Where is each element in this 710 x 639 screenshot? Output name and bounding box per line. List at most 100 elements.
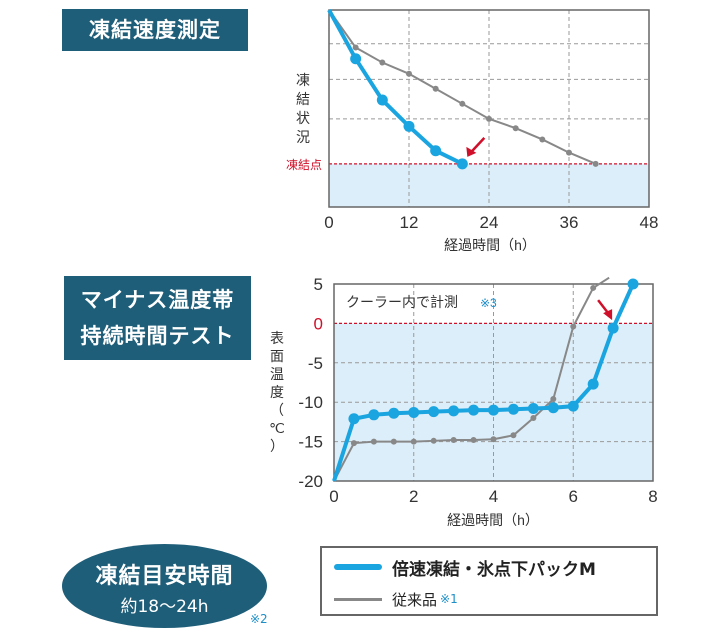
- c2-product-point: [468, 404, 480, 416]
- c2-conventional-point: [510, 432, 517, 439]
- c1-threshold-label: 凍結点: [286, 158, 322, 172]
- c2-product-point: [388, 407, 400, 419]
- c1-conventional-point: [459, 100, 466, 107]
- c1-product-point: [456, 158, 468, 170]
- c2-product-point: [448, 405, 460, 417]
- c2-annotation-note: ※3: [480, 296, 497, 310]
- c1-product-point: [403, 120, 415, 132]
- legend-conventional-swatch: [334, 597, 382, 601]
- section2-title-line1: マイナス温度帯: [80, 288, 235, 312]
- c2-ytick-label: -15: [298, 433, 323, 452]
- c2-conventional-point: [590, 284, 597, 291]
- c2-product-point: [428, 406, 440, 418]
- c1-series-conventional-line: [328, 9, 597, 165]
- c1-xtick-label: 48: [640, 213, 659, 232]
- c1-ylabel-char: 状: [296, 110, 310, 126]
- c2-xtick-label: 2: [409, 487, 418, 506]
- c1-conventional-point: [406, 70, 412, 77]
- legend-item-conventional: 従来品 ※1: [334, 588, 458, 610]
- c1-product-point: [350, 53, 362, 65]
- c2-product-point: [348, 413, 360, 425]
- c1-conventional-point: [486, 115, 492, 122]
- c2-conventional-point: [470, 437, 477, 444]
- c2-product-point: [627, 278, 639, 290]
- c2-ytick-label: 5: [314, 275, 323, 294]
- c2-ylabel-char: 度: [270, 384, 284, 400]
- c2-product-point: [488, 404, 499, 416]
- c1-xtick-label: 24: [480, 213, 499, 232]
- c2-conventional-point: [390, 438, 397, 445]
- section2-title-line2: 持続時間テスト: [80, 324, 235, 348]
- c1-conventional-point: [379, 59, 386, 66]
- freeze-time-badge: 凍結目安時間 約18〜24h: [62, 544, 267, 628]
- c2-xtick-label: 6: [569, 487, 578, 506]
- c2-ytick-label: 0: [314, 314, 323, 333]
- c2-xtick-label: 4: [489, 487, 498, 506]
- c2-ylabel-char: 面: [270, 348, 284, 364]
- legend-conventional-label: 従来品: [392, 590, 438, 609]
- c2-annotation: クーラー内で計測: [346, 294, 458, 310]
- c2-product-point: [607, 322, 619, 334]
- c1-conventional-point: [539, 136, 546, 143]
- c2-xlabel: 経過時間（h）: [447, 512, 539, 528]
- badge-subtitle: 約18〜24h: [120, 597, 209, 617]
- legend: 倍速凍結・氷点下パックM 従来品 ※1: [320, 546, 658, 616]
- c2-ylabel-char: 表: [270, 330, 284, 346]
- c1-ylabel-char: 結: [296, 91, 310, 107]
- c1-xlabel: 経過時間（h）: [444, 237, 536, 253]
- c2-conventional-point: [490, 436, 497, 443]
- c2-product-point: [587, 378, 599, 390]
- c1-xtick-label: 12: [400, 213, 419, 232]
- c2-conventional-point: [450, 437, 457, 444]
- c2-product-point: [547, 402, 559, 414]
- c2-conventional-point: [350, 440, 357, 447]
- c2-ytick-label: -20: [298, 472, 323, 491]
- c2-product-point: [567, 400, 579, 412]
- c1-conventional-point: [352, 44, 359, 51]
- legend-item-product: 倍速凍結・氷点下パックM: [334, 556, 596, 580]
- c2-arrow-shaft: [597, 299, 610, 314]
- c2-product-point: [507, 403, 519, 415]
- c2-arrow-head: [603, 309, 613, 321]
- c2-conventional-point: [430, 437, 437, 444]
- section2-title: マイナス温度帯 持続時間テスト: [64, 276, 251, 360]
- c1-product-point: [376, 94, 388, 106]
- legend-product-swatch: [334, 564, 382, 570]
- c1-conventional-point: [592, 160, 599, 167]
- c2-product-point: [527, 403, 539, 415]
- badge-title: 凍結目安時間: [95, 564, 234, 589]
- c2-plot-frame: [333, 283, 654, 482]
- c2-series-product-line: [332, 283, 635, 482]
- c2-ylabel-char: （: [270, 402, 284, 418]
- c1-product-point: [430, 145, 442, 157]
- c2-product-point: [368, 409, 380, 421]
- c1-conventional-point: [432, 85, 439, 92]
- c2-conventional-point: [370, 438, 377, 445]
- c2-ylabel-char: 温: [270, 366, 284, 382]
- legend-product-label: 倍速凍結・氷点下パックM: [392, 559, 596, 580]
- badge-note: ※2: [250, 612, 268, 626]
- c2-conventional-point: [550, 396, 557, 403]
- c2-conventional-point: [410, 438, 417, 445]
- legend-conventional-note: ※1: [440, 592, 458, 606]
- c2-ylabel-char: ℃: [269, 420, 285, 436]
- c1-conventional-point: [512, 125, 519, 132]
- section1-title: 凍結速度測定: [62, 9, 248, 51]
- c2-product-point: [408, 406, 420, 418]
- c1-xtick-label: 36: [560, 213, 579, 232]
- c1-arrow-shaft: [470, 136, 486, 153]
- c1-arrow-head: [466, 146, 477, 157]
- c2-ylabel-char: ）: [270, 438, 284, 454]
- c2-ytick-label: -10: [298, 393, 323, 412]
- c1-plot-frame: [328, 9, 650, 208]
- c2-xtick-label: 8: [648, 487, 657, 506]
- c2-conventional-point: [530, 414, 537, 421]
- c1-series-product-line: [327, 9, 464, 166]
- c1-xtick-label: 0: [324, 213, 333, 232]
- c1-ylabel-char: 凍: [296, 72, 310, 88]
- c1-ylabel-char: 況: [296, 129, 310, 145]
- c2-xtick-label: 0: [329, 487, 338, 506]
- c2-conventional-point: [570, 323, 577, 330]
- c2-ytick-label: -5: [308, 354, 323, 373]
